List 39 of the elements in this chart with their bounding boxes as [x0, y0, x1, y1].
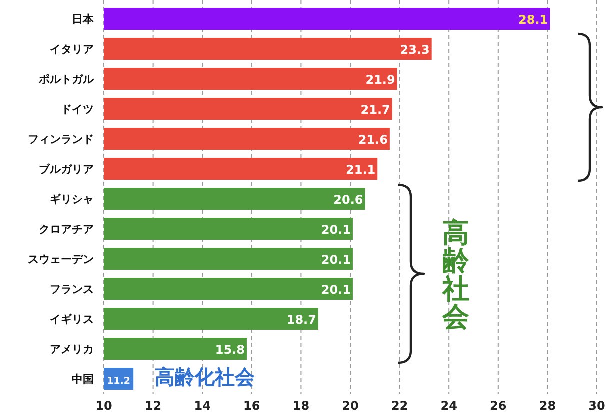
y-tick-label: ドイツ [61, 103, 94, 116]
x-tick-label: 22 [391, 399, 408, 413]
x-tick-label: 20 [342, 399, 359, 413]
y-tick-label: イギリス [50, 313, 94, 326]
data-label: 11.2 [107, 376, 131, 387]
data-label: 15.8 [215, 343, 245, 357]
data-label: 20.6 [334, 193, 364, 207]
annotation: 高齢社会 [442, 218, 470, 333]
y-tick-label: クロアチア [39, 223, 94, 236]
y-tick-label: ポルトガル [38, 73, 95, 86]
y-tick-label: フィンランド [28, 133, 94, 146]
data-label: 28.1 [518, 13, 548, 27]
data-label: 21.9 [366, 73, 396, 87]
x-tick-label: 16 [244, 399, 260, 413]
y-tick-label: ギリシャ [50, 193, 94, 206]
data-label: 20.1 [321, 283, 351, 297]
annotation: 高齢化社会 [155, 365, 256, 389]
x-tick-label: 26 [490, 399, 507, 413]
x-tick-label: 10 [96, 399, 112, 413]
y-tick-label: スウェーデン [28, 253, 94, 266]
data-label: 21.7 [360, 103, 390, 117]
y-tick-label: アメリカ [50, 343, 94, 356]
data-label: 23.3 [400, 43, 430, 57]
x-tick-label: 28 [539, 399, 556, 413]
x-tick-label: 12 [144, 399, 162, 413]
data-label: 21.1 [346, 163, 376, 177]
x-tick-label: 24 [440, 399, 458, 413]
y-tick-label: 中国 [72, 373, 94, 386]
x-tick-label: 14 [194, 399, 211, 413]
x-tick-label: 18 [292, 399, 310, 413]
y-tick-label: イタリア [50, 43, 94, 56]
data-label: 20.1 [321, 253, 351, 267]
y-tick-label: フランス [50, 283, 94, 296]
y-tick-label: 日本 [72, 13, 95, 26]
y-tick-label: ブルガリア [39, 163, 94, 176]
x-tick-label: 30 [588, 399, 606, 413]
data-label: 21.6 [358, 133, 388, 147]
data-label: 20.1 [321, 223, 351, 237]
data-label: 18.7 [286, 313, 316, 327]
